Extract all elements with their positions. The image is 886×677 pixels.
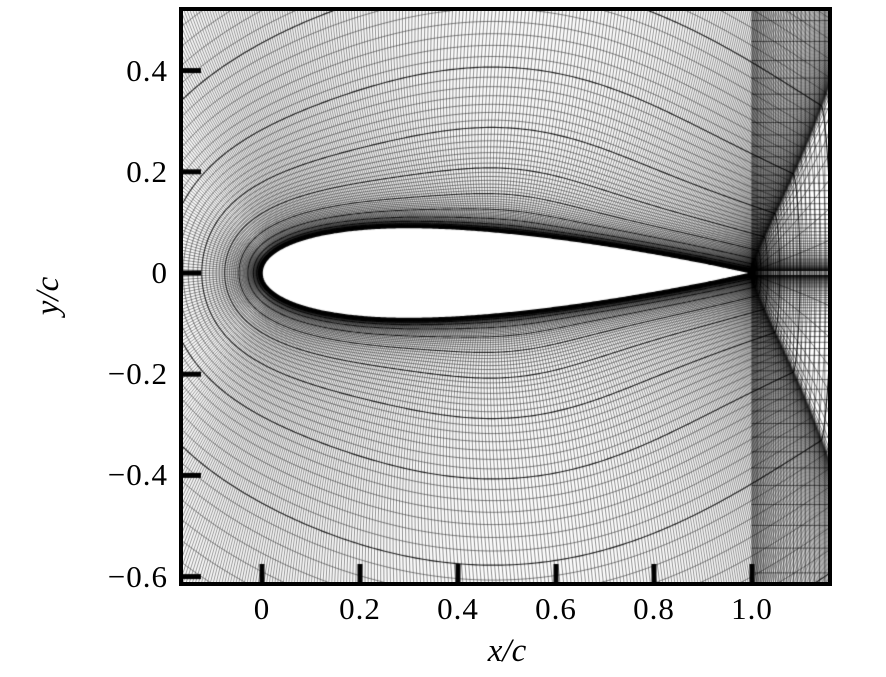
x-tick-label: 0.6 <box>535 591 577 626</box>
plot-area <box>179 7 832 586</box>
x-tick-label: 1.0 <box>731 591 773 626</box>
mesh-canvas <box>183 11 828 582</box>
y-tick-label: 0.2 <box>126 153 168 189</box>
x-tick-label: 0.8 <box>633 591 675 626</box>
y-tick-label: 0.4 <box>126 52 168 88</box>
x-axis-label: x/c <box>487 633 527 669</box>
x-tick-label: 0.4 <box>437 591 479 626</box>
y-tick-label: 0 <box>151 255 168 290</box>
x-tick-label: 0.2 <box>339 591 381 626</box>
y-tick-label: −0.2 <box>107 356 168 392</box>
y-axis-label: y/c <box>30 276 66 316</box>
y-tick-label: −0.6 <box>107 558 168 594</box>
x-tick-label: 0 <box>253 591 271 626</box>
y-tick-label: −0.4 <box>107 457 168 493</box>
